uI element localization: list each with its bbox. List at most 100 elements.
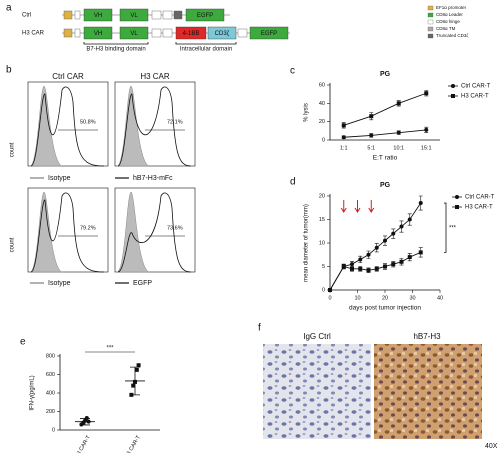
isotype-histogram [29,191,63,273]
micrograph [374,344,482,439]
leader [74,28,81,38]
point [131,383,136,388]
treatment-arrow [354,200,361,213]
significance: *** [449,225,457,231]
hinge [151,28,162,38]
y-tick-label: 40 [319,101,325,107]
panel-label: c [290,66,295,77]
legend-text: EGFP [133,280,152,287]
sd-bar [80,418,90,426]
point [424,91,429,96]
y-axis-label: IFN-γ(pg/mL) [30,375,36,410]
isotype-histogram [116,85,150,167]
x-tick-label: 10 [354,295,360,301]
point [418,250,423,255]
y-tick-label: 5 [322,264,325,270]
panel-f: f IgG Ctrl hB7-H3 40X [258,323,498,450]
x-tick-label: 15:1 [421,145,432,151]
y-tick-label: 200 [46,409,55,415]
point [399,259,404,264]
point [328,288,332,292]
point [134,367,139,372]
histogram-frame [114,81,196,167]
axis-label: count [10,237,16,252]
cd3z-box [207,26,237,40]
x-tick-label: 5:1 [367,145,375,151]
x-axis-label: days post tumor injection [349,305,421,312]
egfp-box [249,26,289,40]
point [383,264,387,269]
y-tick-label: 0 [52,427,55,433]
point [358,257,363,262]
stain-histogram [30,192,105,273]
significance: *** [106,346,114,352]
y-tick-label: 0 [322,287,325,293]
legend-text: H3 CAR-T [461,94,489,100]
box-label: EGFP [261,31,277,37]
point [391,262,396,267]
panel-label: e [20,337,26,348]
legend-text: Ctrl CAR-T [461,84,491,90]
sig-bracket [444,202,447,253]
point [369,114,374,119]
series-line [343,129,427,138]
point [396,130,401,135]
axis-label: count [10,142,16,157]
point [383,238,387,243]
x-axis-label: E:T ratio [373,155,398,162]
histogram-frame [27,187,109,273]
row-label: H3 CAR [22,31,45,37]
legend-text: Isotype [48,175,71,182]
panel-label: a [6,3,12,14]
domain-label: Intracellular domain [180,47,232,53]
x-tick-label: 0 [328,295,331,301]
stain-histogram [117,86,192,167]
tm [162,10,173,20]
vh-box [83,8,113,22]
stain-histogram [117,192,192,273]
y-axis-label: % lysis [304,103,310,122]
panel-label: f [258,323,261,334]
box-label: EGFP [197,13,213,19]
stain-histogram [30,86,105,167]
box-label: 4-1BB [183,31,200,37]
legend-text: Isotype [48,280,71,287]
legend-marker [451,84,455,88]
y-tick-label: 600 [46,372,55,378]
axis-line [59,354,160,431]
x-tick-label: Ctrl CAR-T [73,434,92,453]
gate-percent: 79.2% [80,225,96,231]
point [350,266,354,271]
legend-swatch [427,26,434,32]
x-tick-label: H3 CAR-T [124,434,142,453]
y-tick-label: 400 [46,390,55,396]
point [341,135,346,140]
legend-text: hB7-H3-mFc [133,175,173,182]
chart-title: PG [380,182,391,189]
point [366,252,371,257]
legend-marker [451,94,455,98]
magnification: 40X [485,443,498,450]
vh-box [83,26,113,40]
legend-swatch [427,12,434,18]
vl-box [119,26,149,40]
point [418,201,423,206]
point [407,255,412,260]
panel-label: b [6,65,12,76]
t2a [237,28,248,38]
panel-b: b Ctrl CAR H3 CAR count count 50.8% 72.1%… [6,65,196,287]
y-tick-label: 10 [319,240,325,246]
legend-text: Ctrl CAR-T [465,195,495,201]
isotype-histogram [116,191,150,273]
legend-text: CD8α Leader [436,12,463,17]
histogram-frame [114,187,196,273]
treatment-arrow [340,200,347,213]
promoter [63,10,73,20]
panel-a: a Ctrl H3 CAR VH VL EGFP VH VL 4-1BB CD3… [6,3,468,53]
legend-swatch [427,5,434,11]
egfp-box [185,8,225,22]
legend-text: Truncated CD3ζ [436,33,468,38]
legend-text: CD8α hinge [436,19,460,24]
box-label: VL [130,13,138,19]
